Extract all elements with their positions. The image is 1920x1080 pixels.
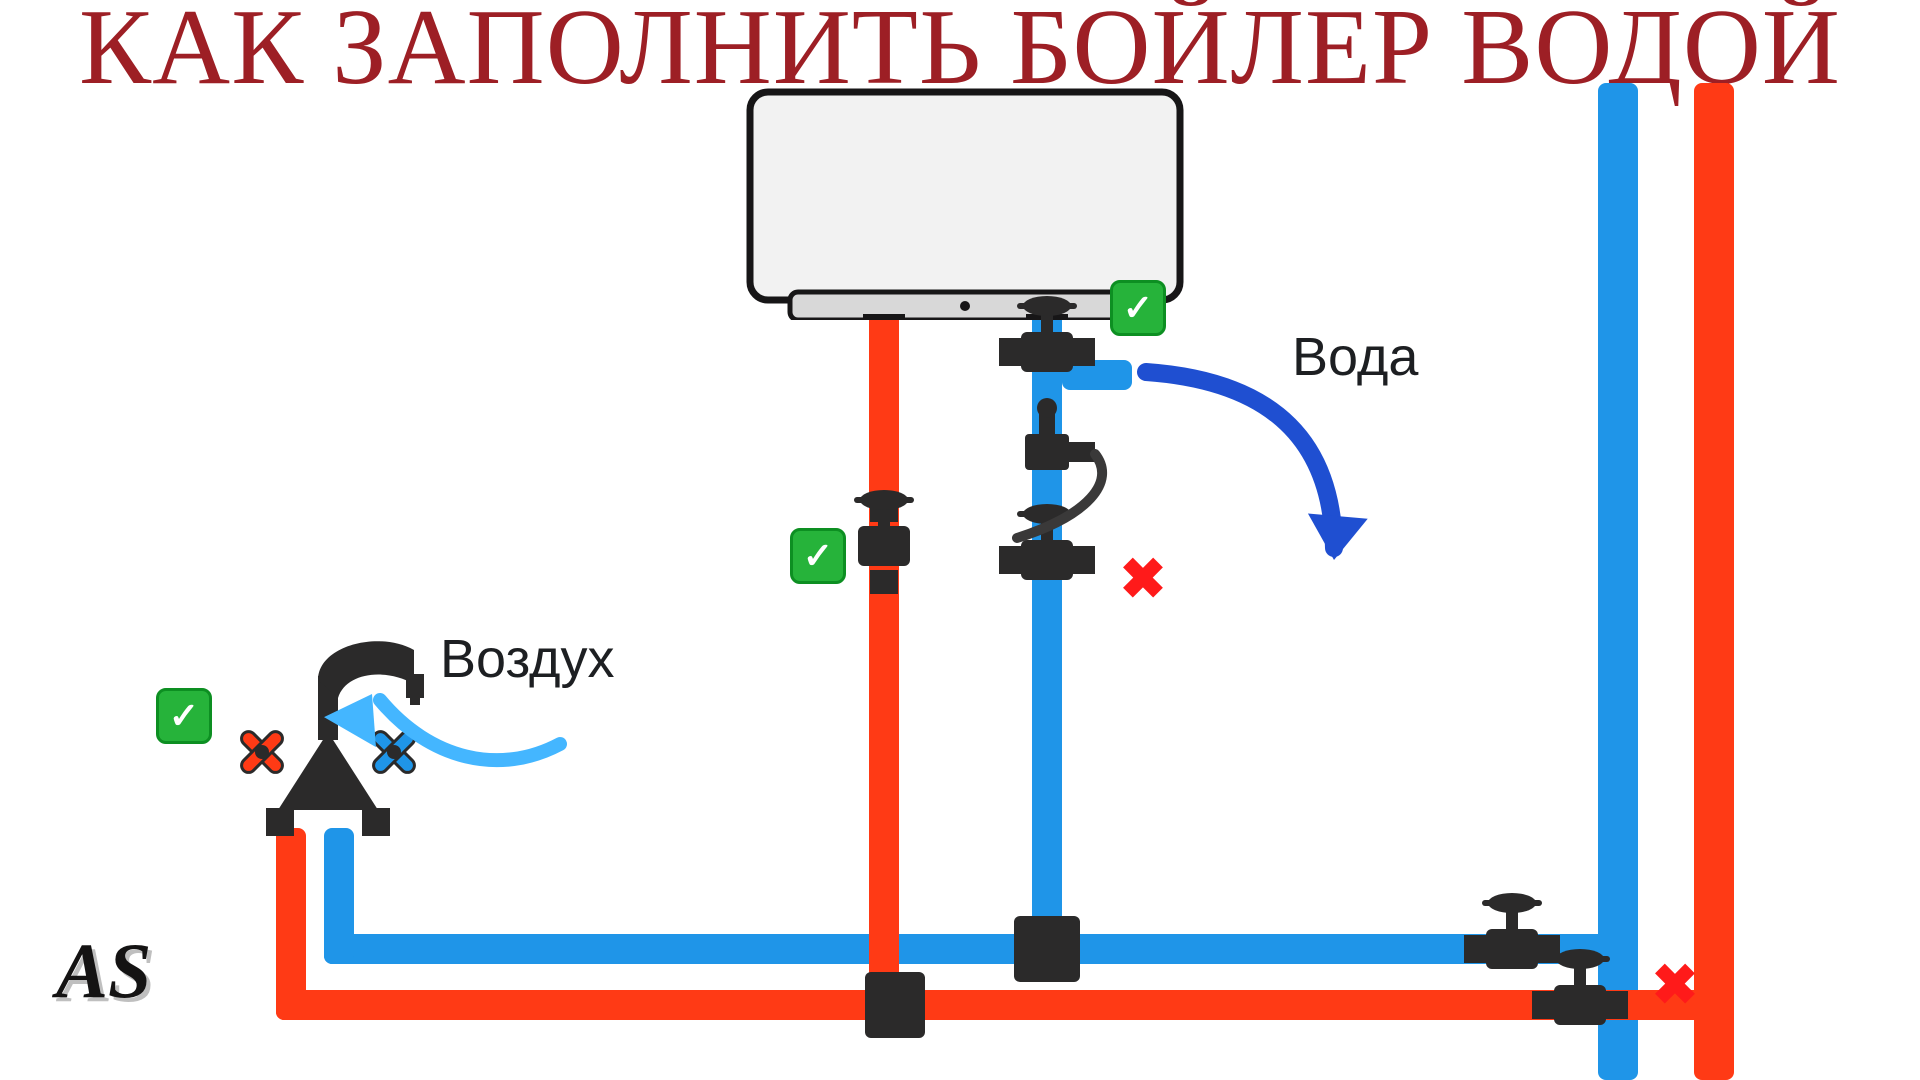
pipe-trunk-hot-h [276,990,1734,1020]
cross-icon-1: ✖ [1650,960,1700,1010]
pipe-boiler-cold-drop [1032,298,1062,964]
valve-v-cold-top [1002,307,1092,397]
label-water: Вода [1292,326,1418,388]
diagram-stage: КАК ЗАПОЛНИТЬ БОЙЛЕР ВОДОЙ✓✓✓✖✖ВоздухВод… [0,0,1920,1080]
tee-1 [1014,916,1080,982]
pipe-riser-cold-main [1598,83,1638,1080]
pipe-trunk-cold-h [324,934,1638,964]
pipe-riser-hot-main [1694,83,1734,1080]
valve-v-trunk-hot [1535,960,1625,1050]
label-air: Воздух [440,628,615,690]
check-icon-2: ✓ [1110,280,1166,336]
safety-valve [967,412,1227,612]
tee-0 [865,972,925,1038]
cross-icon-0: ✖ [1118,554,1168,604]
valve-v-hot-boiler [839,501,929,591]
pipe-boiler-hot-drop [869,298,899,1020]
check-icon-0: ✓ [156,688,212,744]
check-icon-1: ✓ [790,528,846,584]
logo: AS [56,926,151,1016]
